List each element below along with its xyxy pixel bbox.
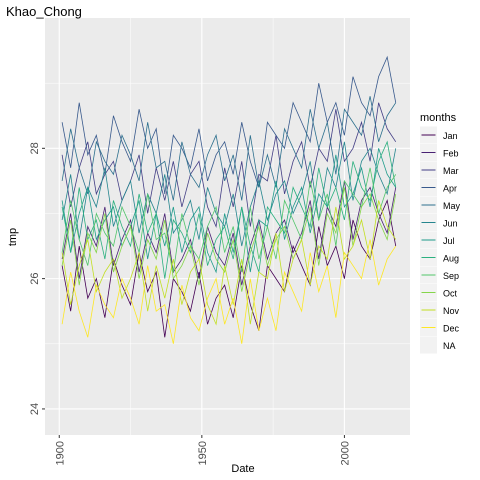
x-tick-label: 2000 <box>339 441 351 465</box>
x-tick-label: 1950 <box>197 441 209 465</box>
legend-label: Dec <box>443 324 460 334</box>
legend-label: Jun <box>443 219 458 229</box>
y-tick-label: 28 <box>29 142 41 154</box>
series-line <box>61 199 397 338</box>
legend-label: Jul <box>443 236 455 246</box>
chart-title: Khao_Chong <box>6 4 82 19</box>
series-line <box>61 167 397 273</box>
series-line <box>61 239 397 344</box>
legend-label: Apr <box>443 184 457 194</box>
legend-label: Sep <box>443 271 459 281</box>
legend-title: months <box>420 112 457 124</box>
x-axis-label: Date <box>231 463 254 475</box>
series-line <box>61 55 397 194</box>
series-line <box>61 187 397 292</box>
legend-key <box>420 336 437 354</box>
legend-label: Nov <box>443 306 460 316</box>
y-tick-label: 26 <box>29 273 41 285</box>
legend-label: Feb <box>443 149 459 159</box>
x-tick-label: 1900 <box>54 441 66 465</box>
y-tick-label: 24 <box>29 403 41 415</box>
legend-label: May <box>443 201 461 211</box>
series-line <box>61 200 397 326</box>
legend-label: Jan <box>443 131 458 141</box>
legend-label: Aug <box>443 254 459 264</box>
y-axis-label: tmp <box>7 228 19 246</box>
series-line <box>61 140 397 279</box>
series-line <box>61 102 397 228</box>
legend-label: NA <box>443 341 456 351</box>
series-line <box>61 96 397 201</box>
legend-label: Oct <box>443 289 458 299</box>
legend-label: Mar <box>443 166 459 176</box>
